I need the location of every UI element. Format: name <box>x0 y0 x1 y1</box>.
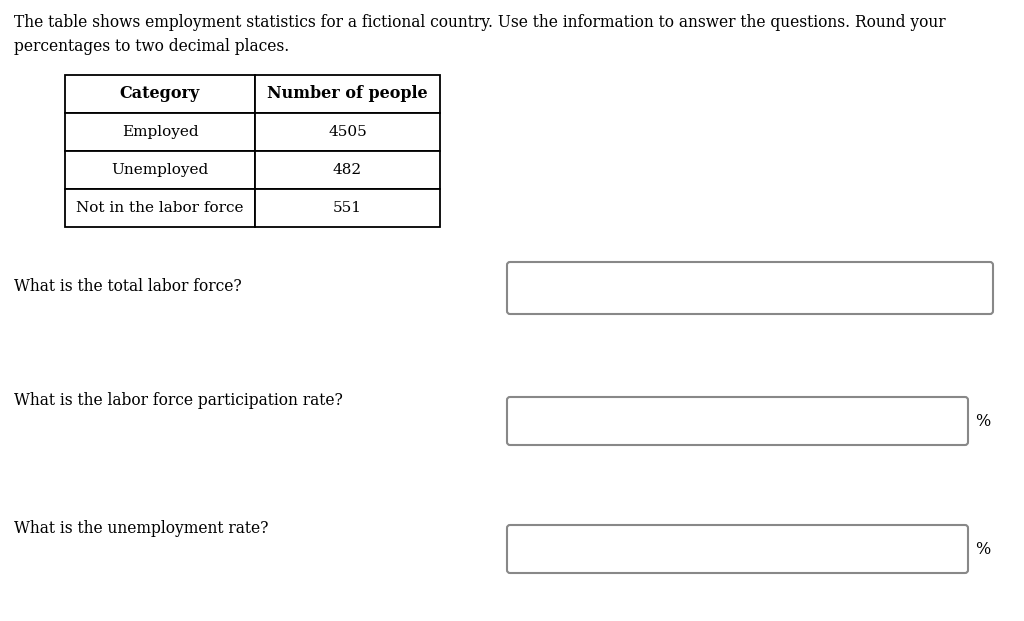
Bar <box>65 151 255 189</box>
Text: 482: 482 <box>333 163 362 177</box>
Bar <box>65 75 255 113</box>
FancyBboxPatch shape <box>507 525 968 573</box>
Bar <box>255 189 440 227</box>
Text: What is the unemployment rate?: What is the unemployment rate? <box>14 520 268 537</box>
Text: %: % <box>975 540 990 558</box>
Text: What is the total labor force?: What is the total labor force? <box>14 278 242 295</box>
FancyBboxPatch shape <box>507 397 968 445</box>
Text: 4505: 4505 <box>328 125 367 139</box>
Text: percentages to two decimal places.: percentages to two decimal places. <box>14 38 289 55</box>
Text: The table shows employment statistics for a fictional country. Use the informati: The table shows employment statistics fo… <box>14 14 945 31</box>
Bar <box>65 113 255 151</box>
Text: 551: 551 <box>333 201 362 215</box>
FancyBboxPatch shape <box>507 262 993 314</box>
Bar <box>65 189 255 227</box>
Text: Not in the labor force: Not in the labor force <box>76 201 244 215</box>
Text: Employed: Employed <box>122 125 199 139</box>
Bar <box>255 113 440 151</box>
Text: Category: Category <box>120 86 200 102</box>
Bar <box>255 151 440 189</box>
Text: What is the labor force participation rate?: What is the labor force participation ra… <box>14 392 343 409</box>
Text: Number of people: Number of people <box>267 86 428 102</box>
Bar <box>255 75 440 113</box>
Text: Unemployed: Unemployed <box>112 163 209 177</box>
Text: %: % <box>975 412 990 430</box>
